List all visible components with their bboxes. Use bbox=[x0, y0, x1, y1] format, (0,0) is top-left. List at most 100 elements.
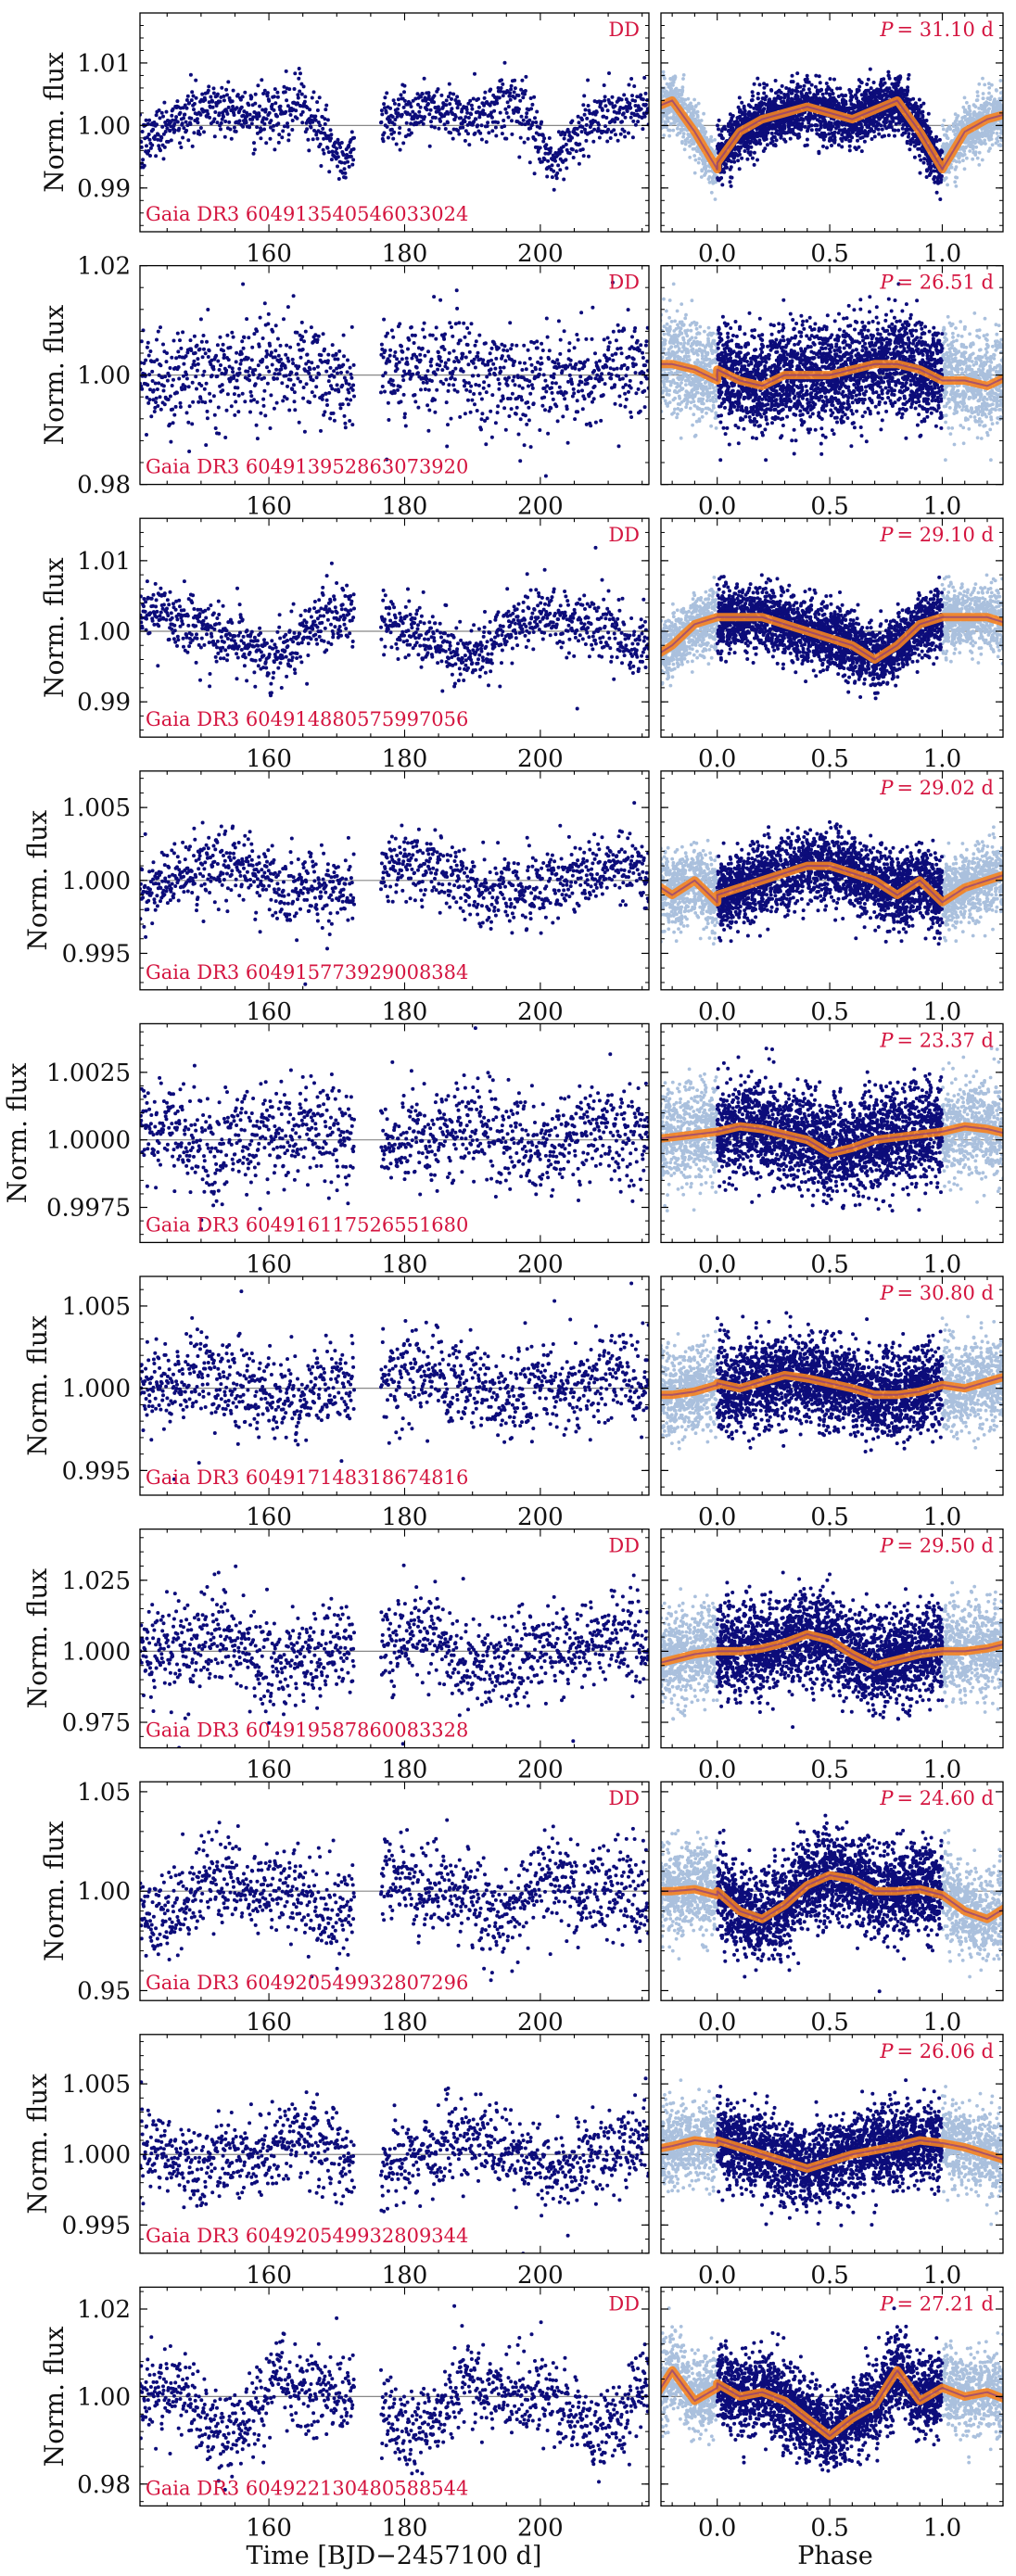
y-tick-label: 1.000 bbox=[62, 868, 131, 895]
period-label: P = 29.50 d bbox=[879, 1535, 994, 1557]
period-value: = 29.02 d bbox=[896, 777, 994, 799]
star-id-label: Gaia DR3 604922130480588544 bbox=[146, 2477, 468, 2499]
phase-core-points bbox=[715, 67, 945, 201]
phase-tick-label: 0.0 bbox=[698, 998, 736, 1026]
period-value: = 27.21 d bbox=[896, 2292, 994, 2315]
phase-core-points bbox=[715, 1813, 945, 1994]
time-panel-frame bbox=[139, 1275, 650, 1496]
time-series-points bbox=[140, 545, 649, 711]
phase-tick-label: 0.0 bbox=[698, 2009, 736, 2037]
time-panel-frame bbox=[139, 517, 650, 738]
light-curve-row-3: 0.99 1.00 1.01 160 180 200 0.0 0.5 1.0 Norm. flux… bbox=[39, 517, 1004, 773]
phase-panel-frame bbox=[660, 1022, 1004, 1244]
light-curve-row-4: 0.995 1.000 1.005 160 180 200 0.0 0.5 1.0 Norm. f… bbox=[22, 770, 1004, 1026]
light-curve-row-8: 0.95 1.00 1.05 160 180 200 0.0 0.5 1.0 Norm. flux… bbox=[39, 1779, 1004, 2037]
time-tick-label: 180 bbox=[382, 1504, 428, 1531]
phase-panel-frame bbox=[660, 517, 1004, 738]
y-axis-label: Norm. flux bbox=[22, 2074, 53, 2214]
time-series-points bbox=[140, 1818, 649, 1983]
time-tick-label: 180 bbox=[382, 2009, 428, 2037]
time-tick-label: 160 bbox=[246, 240, 292, 268]
y-tick-label: 0.995 bbox=[62, 940, 131, 968]
phase-tick-label: 0.0 bbox=[698, 2514, 736, 2542]
period-label: P = 29.02 d bbox=[879, 777, 994, 799]
y-tick-label: 1.000 bbox=[62, 1376, 131, 1403]
period-label: P = 27.21 d bbox=[879, 2292, 994, 2315]
period-symbol: P bbox=[879, 1787, 894, 1809]
star-id-label: Gaia DR3 604913540546033024 bbox=[146, 203, 468, 225]
binned-median-core bbox=[661, 362, 1003, 387]
y-tick-label: 0.98 bbox=[77, 472, 131, 500]
star-id-label: Gaia DR3 604915773929008384 bbox=[146, 961, 468, 983]
y-tick-label: 1.005 bbox=[62, 1293, 131, 1321]
time-tick-label: 160 bbox=[246, 2262, 292, 2290]
y-tick-label: 1.000 bbox=[62, 2141, 131, 2169]
phase-tick-label: 1.0 bbox=[923, 240, 961, 268]
phase-tick-label: 0.5 bbox=[810, 2262, 848, 2290]
light-curve-row-6: 0.995 1.000 1.005 160 180 200 0.0 0.5 1.0 Norm. f… bbox=[22, 1275, 1004, 1531]
y-axis-label: Norm. flux bbox=[39, 52, 70, 193]
phase-tick-label: 0.0 bbox=[698, 1757, 736, 1784]
y-tick-label: 0.9975 bbox=[46, 1195, 131, 1223]
time-tick-label: 160 bbox=[246, 745, 292, 773]
phase-folded-points bbox=[661, 282, 1003, 463]
period-symbol: P bbox=[879, 1282, 894, 1304]
time-series-points bbox=[140, 1281, 649, 1481]
y-tick-label: 0.995 bbox=[62, 1457, 131, 1485]
period-value: = 24.60 d bbox=[896, 1787, 994, 1809]
phase-tick-label: 0.5 bbox=[810, 1504, 848, 1531]
dd-flag: DD bbox=[608, 1535, 640, 1557]
period-symbol: P bbox=[879, 524, 894, 546]
phase-tick-label: 1.0 bbox=[923, 1504, 961, 1531]
binned-median-core bbox=[661, 1874, 1003, 1921]
phase-folded-points bbox=[661, 1047, 1003, 1213]
phase-tick-label: 0.5 bbox=[810, 493, 848, 521]
period-symbol: P bbox=[879, 1535, 894, 1557]
flux-measurements bbox=[140, 1281, 649, 1481]
phase-tick-label: 0.5 bbox=[810, 1757, 848, 1784]
binned-median-core bbox=[661, 1374, 1003, 1396]
period-symbol: P bbox=[879, 2040, 894, 2062]
time-series-points bbox=[140, 2076, 649, 2253]
star-id-label: Gaia DR3 604916117526551680 bbox=[146, 1213, 468, 1236]
period-label: P = 24.60 d bbox=[879, 1787, 994, 1809]
flux-measurements bbox=[140, 60, 649, 192]
y-tick-label: 0.99 bbox=[77, 175, 131, 203]
binned-median-core bbox=[661, 865, 1003, 904]
dd-flag: DD bbox=[608, 524, 640, 546]
y-tick-label: 1.005 bbox=[62, 2071, 131, 2099]
star-id-label: Gaia DR3 604920549932807296 bbox=[146, 1972, 468, 1994]
time-series-points bbox=[140, 280, 649, 478]
phase-tick-label: 1.0 bbox=[923, 1757, 961, 1784]
time-tick-label: 200 bbox=[517, 1250, 564, 1278]
period-value: = 31.10 d bbox=[896, 19, 994, 41]
y-axis-label: Norm. flux bbox=[22, 810, 53, 951]
time-tick-label: 180 bbox=[382, 745, 428, 773]
time-panel-frame bbox=[139, 12, 650, 233]
dd-flag: DD bbox=[608, 272, 640, 294]
phase-tick-label: 0.5 bbox=[810, 240, 848, 268]
flux-measurements bbox=[140, 1563, 649, 1748]
flux-measurements bbox=[140, 545, 649, 711]
period-value: = 26.51 d bbox=[896, 272, 994, 294]
time-tick-label: 200 bbox=[517, 1757, 564, 1784]
time-tick-label: 200 bbox=[517, 493, 564, 521]
time-series-points bbox=[140, 801, 649, 986]
time-tick-label: 160 bbox=[246, 493, 292, 521]
time-tick-label: 180 bbox=[382, 240, 428, 268]
time-tick-label: 180 bbox=[382, 1250, 428, 1278]
time-tick-label: 160 bbox=[246, 1250, 292, 1278]
phase-tick-label: 1.0 bbox=[923, 998, 961, 1026]
phase-folded-points bbox=[661, 573, 1003, 701]
time-panel-frame bbox=[139, 2034, 650, 2254]
y-axis-label: Norm. flux bbox=[2, 1062, 32, 1203]
phase-folded-points bbox=[661, 67, 1003, 201]
y-tick-label: 1.025 bbox=[62, 1567, 131, 1595]
phase-tick-label: 1.0 bbox=[923, 745, 961, 773]
period-symbol: P bbox=[879, 272, 894, 294]
phase-tick-label: 0.5 bbox=[810, 2514, 848, 2542]
flux-measurements bbox=[140, 2303, 649, 2492]
period-value: = 30.80 d bbox=[896, 1282, 994, 1304]
period-symbol: P bbox=[879, 2292, 894, 2315]
y-axis-label: Norm. flux bbox=[22, 1568, 53, 1709]
